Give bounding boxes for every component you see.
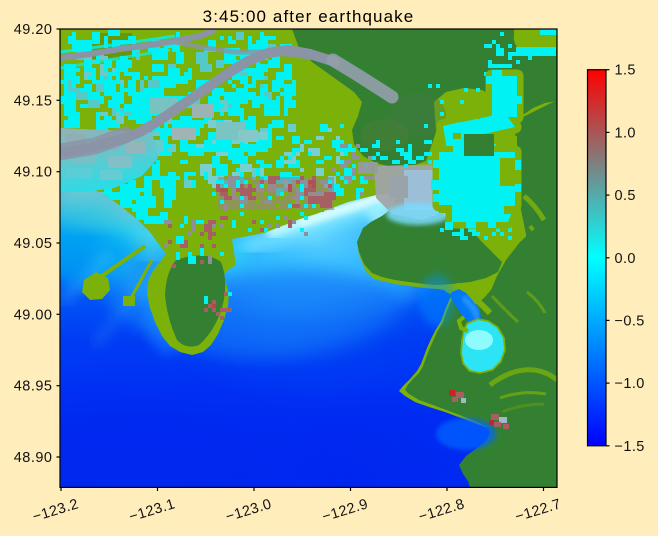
svg-text:1.5: 1.5 <box>615 63 636 79</box>
svg-text:49.05: 49.05 <box>14 236 53 252</box>
svg-text:1.0: 1.0 <box>615 125 636 141</box>
svg-text:−1.0: −1.0 <box>615 376 645 392</box>
svg-text:48.95: 48.95 <box>14 379 53 395</box>
svg-text:49.00: 49.00 <box>14 307 53 323</box>
svg-text:−122.9: −122.9 <box>320 496 370 525</box>
svg-text:−122.8: −122.8 <box>417 496 467 525</box>
svg-text:−0.5: −0.5 <box>615 313 645 329</box>
svg-text:48.90: 48.90 <box>14 450 53 466</box>
svg-text:0.5: 0.5 <box>615 188 636 204</box>
svg-text:−123.0: −123.0 <box>224 496 274 525</box>
svg-text:0.0: 0.0 <box>615 251 636 267</box>
svg-text:−122.7: −122.7 <box>513 496 563 525</box>
svg-text:49.20: 49.20 <box>14 22 53 38</box>
svg-text:−123.1: −123.1 <box>127 496 177 525</box>
svg-text:3:45:00 after earthquake: 3:45:00 after earthquake <box>203 7 415 26</box>
svg-text:−123.2: −123.2 <box>31 496 81 525</box>
svg-text:−1.5: −1.5 <box>615 439 645 455</box>
svg-text:49.10: 49.10 <box>14 165 53 181</box>
svg-text:49.15: 49.15 <box>14 93 53 109</box>
